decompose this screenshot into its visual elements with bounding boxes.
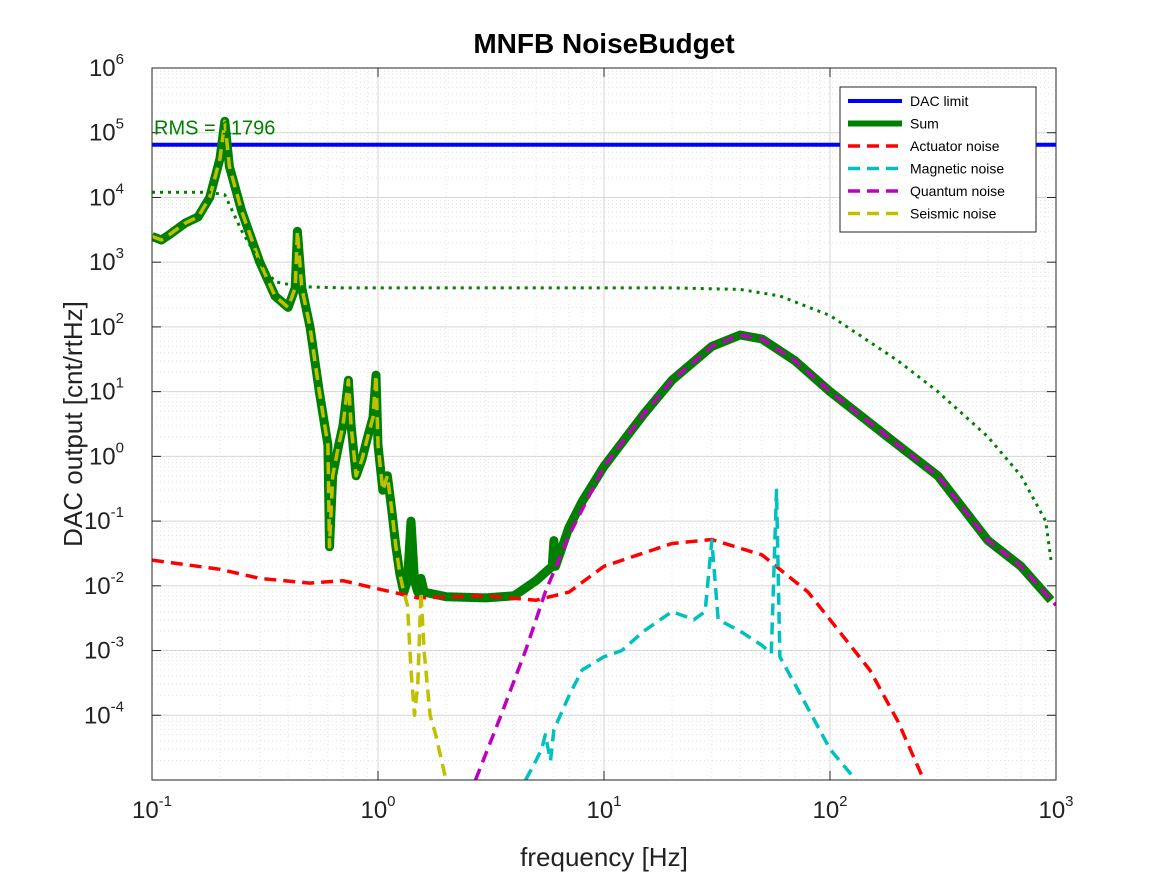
y-tick-label: 102 — [89, 310, 124, 341]
x-axis-label: frequency [Hz] — [520, 842, 688, 872]
series-line-quantum-noise — [473, 333, 1056, 780]
x-tick-label: 103 — [1038, 793, 1073, 824]
legend-label-sum: Sum — [910, 116, 939, 132]
series-line-actuator-noise — [152, 537, 926, 780]
legend-box — [839, 86, 1037, 233]
legend-label-actuator-noise: Actuator noise — [910, 138, 1000, 154]
grid — [151, 67, 1057, 780]
x-tick-label: 10-1 — [132, 793, 172, 824]
series-line-seismic-noise — [152, 119, 448, 780]
rms-annotation: RMS = 11796 — [154, 118, 275, 140]
legend-label-magnetic-noise: Magnetic noise — [910, 161, 1004, 177]
y-axis-label: DAC output [cnt/rtHz] — [58, 301, 88, 547]
series-line-magnetic-noise — [524, 488, 858, 780]
y-tick-label: 101 — [89, 375, 124, 406]
x-tick-label: 100 — [360, 793, 395, 824]
y-tick-label: 104 — [89, 180, 124, 211]
legend: DAC limit Sum Actuator noise Magnetic noise… — [839, 86, 1037, 233]
y-tick-label: 103 — [89, 245, 124, 276]
axis-ticks: 10-1 100 101 102 103 10-4 10-3 10-2 10-1 100 101 10… — [84, 51, 1074, 824]
y-tick-label: 105 — [89, 116, 124, 147]
x-tick-label: 102 — [812, 793, 847, 824]
legend-label-seismic-noise: Seismic noise — [910, 206, 997, 222]
chart-title: MNFB NoiseBudget — [473, 28, 734, 59]
y-tick-label: 10-2 — [84, 569, 124, 600]
x-tick-label: 101 — [586, 793, 621, 824]
y-tick-label: 10-3 — [84, 634, 124, 665]
y-tick-label: 10-1 — [84, 504, 124, 535]
y-tick-label: 10-4 — [84, 698, 124, 729]
legend-label-dac-limit: DAC limit — [910, 93, 968, 109]
y-tick-label: 100 — [89, 439, 124, 470]
series-line-rms-cumulative — [152, 190, 1053, 561]
y-tick-label: 106 — [89, 51, 124, 82]
legend-label-quantum-noise: Quantum noise — [910, 183, 1005, 199]
